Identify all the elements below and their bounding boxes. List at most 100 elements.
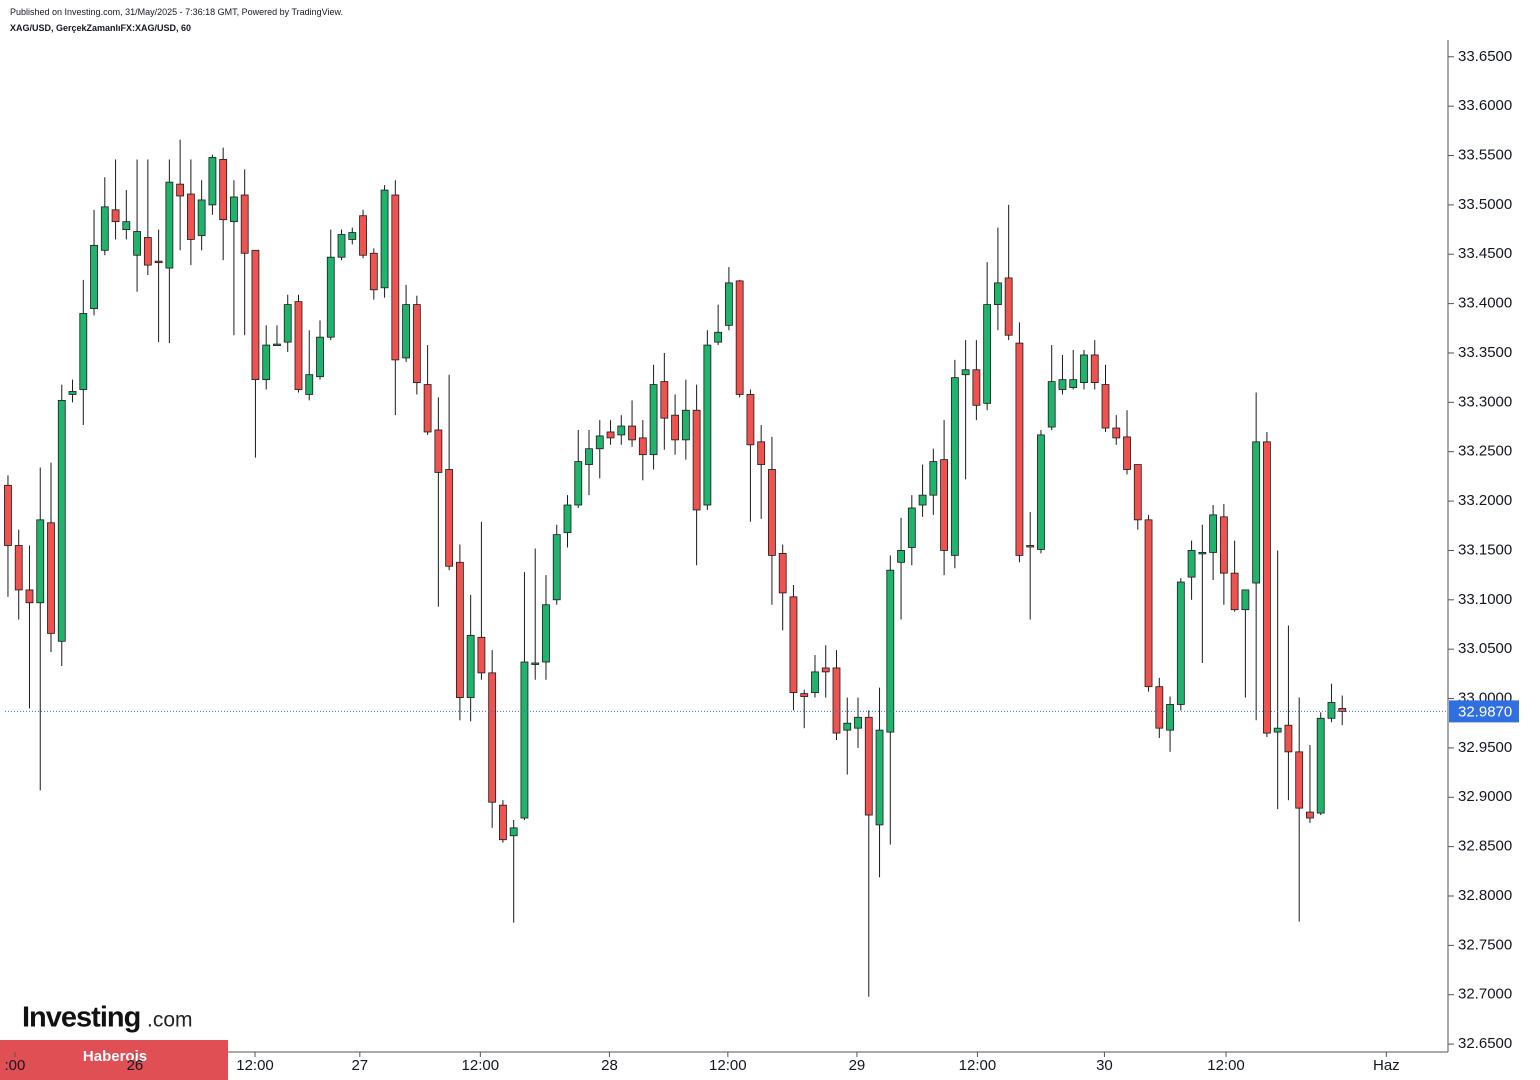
candle — [778, 544, 787, 631]
candle — [864, 710, 873, 997]
candle — [520, 572, 529, 820]
candle — [380, 185, 389, 298]
y-tick-label: 32.8500 — [1458, 838, 1512, 855]
y-tick-label: 32.7500 — [1458, 936, 1512, 953]
x-tick-label: 29 — [849, 1057, 866, 1074]
candle — [994, 227, 1002, 331]
body — [57, 399, 66, 642]
body — [972, 369, 981, 406]
candle — [1037, 429, 1045, 554]
body — [907, 507, 916, 548]
x-tick-label: 12:00 — [1207, 1057, 1245, 1074]
body — [789, 596, 798, 694]
candle — [1284, 625, 1293, 801]
x-tick-label: 27 — [351, 1057, 368, 1074]
candle — [466, 594, 475, 722]
body — [1327, 702, 1336, 719]
body — [1026, 545, 1035, 548]
body — [4, 484, 12, 546]
candle — [1090, 340, 1099, 390]
candle — [929, 448, 938, 515]
candle — [1123, 410, 1131, 475]
body — [1230, 572, 1239, 611]
candle — [488, 650, 497, 828]
candle — [133, 159, 141, 292]
body — [585, 448, 593, 465]
candle — [1209, 505, 1218, 581]
candle — [165, 159, 174, 344]
candle — [240, 169, 249, 336]
body — [983, 304, 992, 404]
y-tick-label: 33.4000 — [1458, 295, 1512, 312]
body — [391, 194, 400, 361]
y-tick-label: 33.5000 — [1458, 196, 1512, 213]
body — [143, 237, 152, 266]
body — [176, 183, 185, 197]
published-note: Published on Investing.com, 31/May/2025 … — [10, 7, 343, 17]
body — [843, 722, 852, 731]
body — [359, 215, 367, 256]
body — [864, 716, 873, 816]
body — [746, 394, 755, 446]
symbol-info: XAG/USD, GerçekZamanlıFX:XAG/USD, 60 — [10, 23, 191, 33]
y-tick-label: 33.3500 — [1458, 344, 1512, 361]
body — [90, 244, 98, 309]
body — [25, 589, 34, 604]
body — [499, 804, 507, 841]
candle — [950, 359, 959, 569]
body — [692, 409, 701, 511]
body — [208, 157, 217, 206]
candle — [983, 262, 992, 411]
candle — [154, 229, 163, 343]
candle — [1144, 514, 1153, 692]
body — [735, 280, 744, 395]
body — [1209, 514, 1218, 553]
body — [886, 569, 895, 733]
candle — [574, 429, 583, 508]
candle — [369, 248, 378, 300]
candle — [757, 425, 766, 519]
candle — [649, 364, 658, 470]
body — [617, 425, 626, 436]
candle — [1058, 354, 1067, 395]
y-tick-label: 32.6500 — [1458, 1035, 1512, 1052]
body — [186, 193, 195, 240]
body — [821, 667, 830, 673]
body — [1166, 704, 1174, 731]
body — [230, 196, 238, 223]
body — [897, 550, 905, 563]
y-tick-label: 33.1500 — [1458, 541, 1512, 558]
body — [412, 304, 421, 383]
body — [122, 221, 131, 230]
y-tick-label: 33.5500 — [1458, 146, 1512, 163]
candle — [57, 384, 66, 666]
candle — [230, 180, 238, 336]
candle — [724, 267, 733, 331]
candle — [359, 209, 367, 259]
body — [757, 441, 766, 465]
body — [1155, 686, 1164, 729]
candle — [789, 584, 798, 711]
candle — [1080, 350, 1088, 390]
body — [240, 194, 249, 254]
body — [832, 667, 841, 734]
candle — [326, 229, 335, 341]
body — [649, 384, 658, 456]
candle — [1133, 464, 1142, 530]
body — [423, 384, 432, 433]
candle — [14, 529, 23, 620]
body — [520, 661, 529, 819]
body — [638, 437, 647, 456]
candle — [412, 295, 421, 395]
candle — [273, 325, 281, 346]
candle — [628, 400, 636, 447]
body — [68, 391, 77, 395]
candle — [660, 352, 669, 450]
candle — [972, 340, 981, 421]
candle — [897, 517, 905, 620]
body — [1069, 379, 1078, 388]
body — [606, 431, 615, 439]
candle — [79, 279, 88, 426]
candle — [445, 374, 454, 571]
